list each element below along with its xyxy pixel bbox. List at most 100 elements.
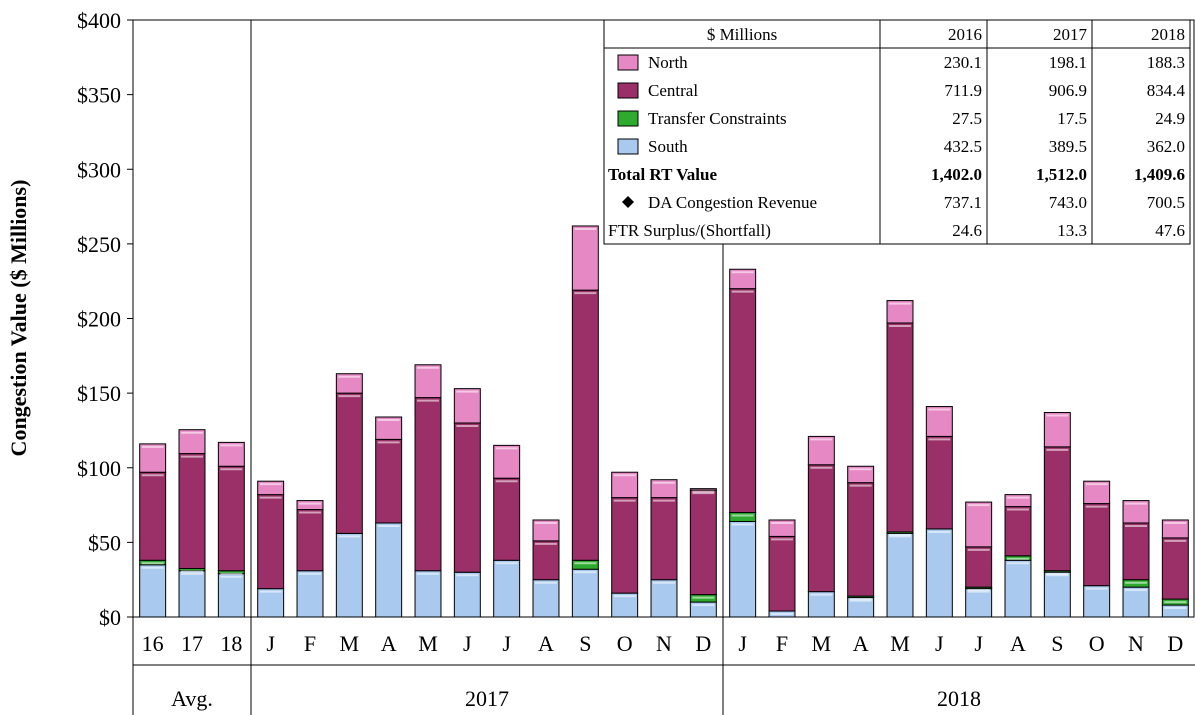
- bar-segment-central: [335, 392, 363, 534]
- x-tick-label: J: [502, 631, 511, 656]
- table-cell: 1,402.0: [931, 165, 982, 184]
- table-header-label: $ Millions: [707, 25, 777, 44]
- x-tick-label: S: [1051, 631, 1063, 656]
- bar-segment-central: [925, 435, 953, 530]
- x-tick-label: F: [304, 631, 316, 656]
- bar-segment-north: [925, 406, 953, 437]
- table-cell: 198.1: [1049, 53, 1087, 72]
- table-cell: 432.5: [944, 137, 982, 156]
- legend-swatch: [617, 110, 639, 127]
- y-tick-label: $150: [77, 381, 121, 406]
- x-tick-label: A: [853, 631, 869, 656]
- x-tick-label: F: [776, 631, 788, 656]
- bar-segment-central: [375, 438, 403, 524]
- table-cell: 24.9: [1155, 109, 1185, 128]
- bar-segment-south: [1004, 559, 1032, 618]
- table-cell: 188.3: [1147, 53, 1185, 72]
- bar-segment-south: [139, 564, 167, 618]
- bar-segment-north: [414, 364, 442, 399]
- y-tick-label: $350: [77, 83, 121, 108]
- x-tick-label: J: [738, 631, 747, 656]
- bar-segment-north: [1004, 494, 1032, 508]
- bar-segment-south: [532, 579, 560, 618]
- y-tick-label: $0: [99, 605, 121, 630]
- table-row-label: Central: [648, 81, 698, 100]
- bar-segment-central: [768, 535, 796, 612]
- bar-segment-north: [178, 429, 206, 455]
- bar-segment-central: [414, 397, 442, 572]
- x-tick-label: M: [340, 631, 360, 656]
- x-tick-label: J: [974, 631, 983, 656]
- bar-segment-south: [375, 522, 403, 618]
- table-row-label: DA Congestion Revenue: [648, 193, 817, 212]
- bar-segment-central: [965, 546, 993, 588]
- bar-segment-central: [1161, 537, 1189, 600]
- x-tick-label: M: [812, 631, 832, 656]
- bar-segment-north: [139, 443, 167, 473]
- bar-segment-north: [965, 501, 993, 548]
- table-cell: 906.9: [1049, 81, 1087, 100]
- table-header-year: 2016: [948, 25, 982, 44]
- table-row-label: Transfer Constraints: [648, 109, 787, 128]
- bar-segment-central: [1004, 506, 1032, 557]
- bar-segment-north: [532, 519, 560, 542]
- bar-segment-south: [335, 532, 363, 618]
- x-tick-label: 17: [181, 631, 203, 656]
- bar-segment-south: [453, 571, 481, 618]
- x-tick-label: O: [617, 631, 633, 656]
- bar-segment-south: [1122, 586, 1150, 618]
- table-cell: 700.5: [1147, 193, 1185, 212]
- bar-segment-central: [1083, 503, 1111, 587]
- y-axis-label: Congestion Value ($ Millions): [6, 180, 31, 457]
- y-tick-label: $200: [77, 307, 121, 332]
- diamond-marker-icon: [622, 196, 634, 208]
- bar-segment-north: [650, 479, 678, 499]
- table-cell: 737.1: [944, 193, 982, 212]
- bar-segment-central: [689, 489, 717, 596]
- bar-segment-central: [178, 453, 206, 569]
- bar-segment-north: [217, 441, 245, 467]
- x-tick-label: 18: [220, 631, 242, 656]
- x-tick-label: J: [266, 631, 275, 656]
- table-row-label: South: [648, 137, 688, 156]
- bar-segment-central: [296, 509, 324, 572]
- y-tick-label: $400: [77, 8, 121, 33]
- group-label: 2017: [465, 686, 509, 711]
- table-cell: 711.9: [944, 81, 982, 100]
- x-tick-label: A: [1010, 631, 1026, 656]
- x-tick-label: M: [890, 631, 910, 656]
- x-tick-label: A: [538, 631, 554, 656]
- bar-segment-south: [296, 570, 324, 618]
- x-tick-label: J: [935, 631, 944, 656]
- bar-segment-south: [965, 588, 993, 618]
- bar-segment-south: [217, 573, 245, 618]
- table-row-label: FTR Surplus/(Shortfall): [608, 221, 771, 240]
- bar-segment-central: [1043, 446, 1071, 572]
- y-tick-label: $250: [77, 232, 121, 257]
- table-cell: 834.4: [1147, 81, 1186, 100]
- table-cell: 743.0: [1049, 193, 1087, 212]
- x-tick-label: O: [1089, 631, 1105, 656]
- bar-segment-south: [1043, 571, 1071, 618]
- bar-segment-north: [1161, 519, 1189, 539]
- x-tick-label: A: [381, 631, 397, 656]
- bar-segment-north: [807, 435, 835, 466]
- table-cell: 17.5: [1057, 109, 1087, 128]
- bar-segment-north: [1083, 480, 1111, 505]
- table-cell: 230.1: [944, 53, 982, 72]
- bar-segment-central: [532, 540, 560, 581]
- bar-segment-north: [729, 268, 757, 290]
- bar-segment-south: [1161, 604, 1189, 618]
- bar-segment-central: [807, 464, 835, 593]
- bar-segment-north: [571, 225, 599, 291]
- y-tick-label: $100: [77, 456, 121, 481]
- bar-segment-transfer-constraints: [571, 559, 599, 570]
- x-tick-label: M: [418, 631, 438, 656]
- legend-swatch: [617, 82, 639, 99]
- bar-segment-south: [729, 520, 757, 618]
- bar-segment-north: [611, 471, 639, 499]
- bar-segment-central: [217, 465, 245, 572]
- bar-segment-south: [650, 579, 678, 618]
- table-cell: 362.0: [1147, 137, 1185, 156]
- group-label: 2018: [937, 686, 981, 711]
